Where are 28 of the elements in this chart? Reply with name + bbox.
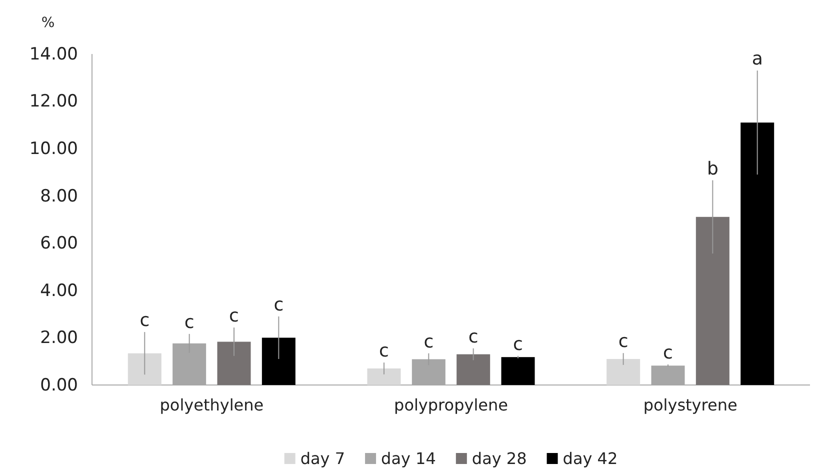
y-tick-label: 6.00 — [40, 234, 78, 254]
y-axis-title: % — [41, 15, 55, 31]
y-tick-label: 2.00 — [40, 328, 78, 348]
x-tick-label: polypropylene — [394, 395, 508, 414]
data-label: c — [379, 340, 389, 362]
data-label: b — [706, 158, 718, 180]
y-tick-label: 10.00 — [29, 139, 78, 160]
data-label: c — [184, 312, 194, 333]
y-tick-label: 12.00 — [29, 92, 78, 112]
data-label: c — [513, 334, 523, 355]
data-label: a — [752, 48, 763, 70]
data-label: c — [663, 342, 673, 364]
y-tick-label: 4.00 — [40, 280, 78, 301]
legend-label: day 28 — [472, 449, 527, 468]
x-tick-label: polystyrene — [643, 395, 738, 414]
data-label: c — [424, 331, 434, 352]
data-label: c — [468, 326, 478, 348]
data-label: c — [618, 331, 628, 352]
data-label: c — [274, 294, 284, 316]
y-tick-label: 0.00 — [40, 375, 78, 396]
legend-label: day 7 — [300, 449, 346, 468]
data-label: c — [229, 306, 239, 327]
legend-label: day 14 — [381, 449, 436, 468]
y-tick-label: 14.00 — [29, 44, 78, 64]
legend-label: day 42 — [562, 449, 618, 468]
y-tick-label: 8.00 — [40, 186, 78, 206]
data-label: c — [140, 310, 150, 332]
x-tick-label: polyethylene — [160, 395, 264, 414]
